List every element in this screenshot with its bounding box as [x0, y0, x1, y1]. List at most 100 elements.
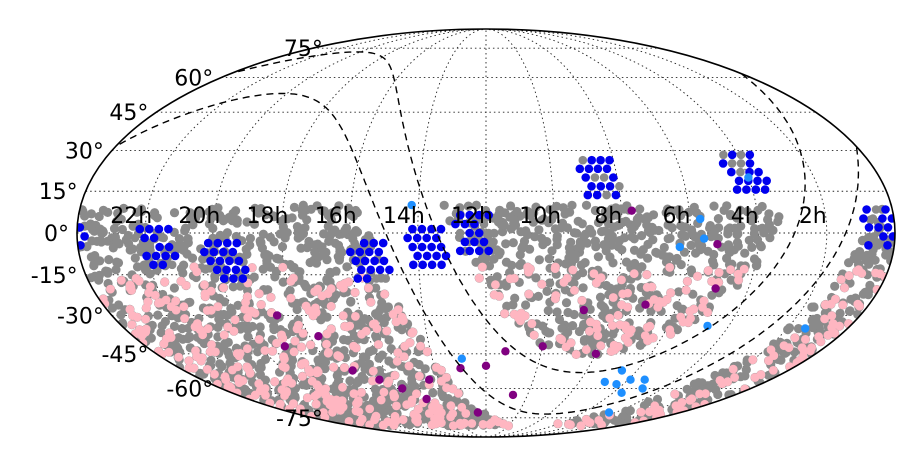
pink-field [223, 322, 233, 332]
footprint-field [169, 321, 180, 331]
footprint-field [301, 282, 311, 292]
light-blue-field [675, 242, 684, 252]
pink-field [230, 315, 240, 325]
blue-field [213, 238, 223, 248]
pink-field [131, 329, 140, 339]
blue-field [484, 228, 494, 238]
footprint-field [262, 258, 272, 268]
pink-field [141, 314, 151, 324]
footprint-field [534, 225, 544, 235]
dec-tick-label: 75° [284, 37, 323, 62]
blue-field [140, 233, 149, 243]
footprint-field [703, 246, 713, 256]
footprint-field [580, 258, 590, 268]
footprint-field [254, 363, 264, 373]
pink-field [790, 333, 800, 343]
footprint-field [533, 291, 544, 301]
pink-field [666, 329, 675, 339]
footprint-field [275, 229, 285, 239]
blue-field [422, 233, 432, 243]
footprint-field [723, 240, 734, 250]
pink-field [636, 407, 646, 417]
footprint-field [272, 253, 282, 264]
blue-field [869, 232, 879, 241]
blue-field [745, 150, 755, 160]
blue-field [353, 274, 363, 283]
blue-field [587, 155, 596, 165]
pink-field [306, 340, 315, 350]
footprint-field [104, 255, 114, 265]
footprint-field [617, 245, 627, 255]
footprint-field [349, 228, 359, 238]
blue-field [479, 237, 489, 247]
footprint-field [534, 255, 545, 265]
pink-field [260, 384, 270, 393]
blue-field [470, 219, 479, 229]
footprint-field [507, 260, 517, 270]
footprint-field [313, 355, 323, 365]
pink-field [254, 289, 264, 298]
footprint-field [619, 204, 629, 214]
pink-field [127, 320, 137, 329]
footprint-field [173, 333, 184, 343]
pink-field [784, 343, 794, 352]
pink-field [268, 346, 277, 356]
ra-gridline [485, 28, 760, 438]
footprint-field [160, 316, 170, 327]
blue-field [455, 246, 465, 256]
blue-field [365, 247, 374, 257]
pink-field [670, 389, 680, 399]
footprint-field [711, 385, 721, 395]
footprint-field [481, 253, 491, 263]
footprint-field [573, 216, 583, 226]
footprint-field [635, 340, 645, 350]
galactic-plane-band [116, 51, 860, 415]
pink-field [298, 359, 307, 369]
pink-field [581, 415, 591, 424]
footprint-field [94, 275, 104, 285]
purple-field [501, 347, 510, 356]
pink-field [221, 375, 231, 385]
footprint-field [225, 358, 235, 368]
pink-field [458, 419, 468, 429]
footprint-field [578, 283, 588, 293]
pink-field [126, 282, 136, 292]
blue-field [455, 228, 465, 238]
pink-field [828, 328, 837, 338]
pink-field [189, 262, 199, 272]
purple-field [280, 342, 289, 351]
footprint-field [557, 323, 567, 333]
footprint-field [90, 251, 100, 261]
pink-field [626, 325, 636, 335]
blue-field [234, 256, 244, 266]
footprint-field [566, 237, 576, 247]
blue-field [718, 159, 728, 168]
blue-field [615, 182, 624, 191]
footprint-field [334, 201, 344, 211]
blue-field [732, 185, 742, 194]
pink-field [500, 309, 509, 318]
footprint-field [428, 388, 438, 398]
blue-field [359, 238, 369, 248]
pink-field [323, 289, 333, 298]
pink-field [131, 274, 141, 283]
pink-field [106, 284, 115, 294]
footprint-field [750, 224, 760, 234]
footprint-field [277, 242, 288, 252]
pink-field [283, 374, 293, 384]
footprint-field [709, 201, 719, 211]
blue-field [474, 210, 484, 220]
blue-field [581, 173, 590, 182]
footprint-field [554, 314, 565, 325]
footprint-field [652, 248, 663, 258]
light-blue-field [617, 366, 627, 375]
pink-field [586, 317, 595, 327]
blue-field [139, 260, 149, 270]
pink-field [207, 340, 216, 350]
footprint-field [595, 292, 606, 302]
pink-field [174, 352, 184, 362]
pink-field [326, 301, 336, 311]
pink-field [280, 363, 290, 372]
pink-field [242, 362, 252, 372]
footprint-field [463, 201, 473, 211]
